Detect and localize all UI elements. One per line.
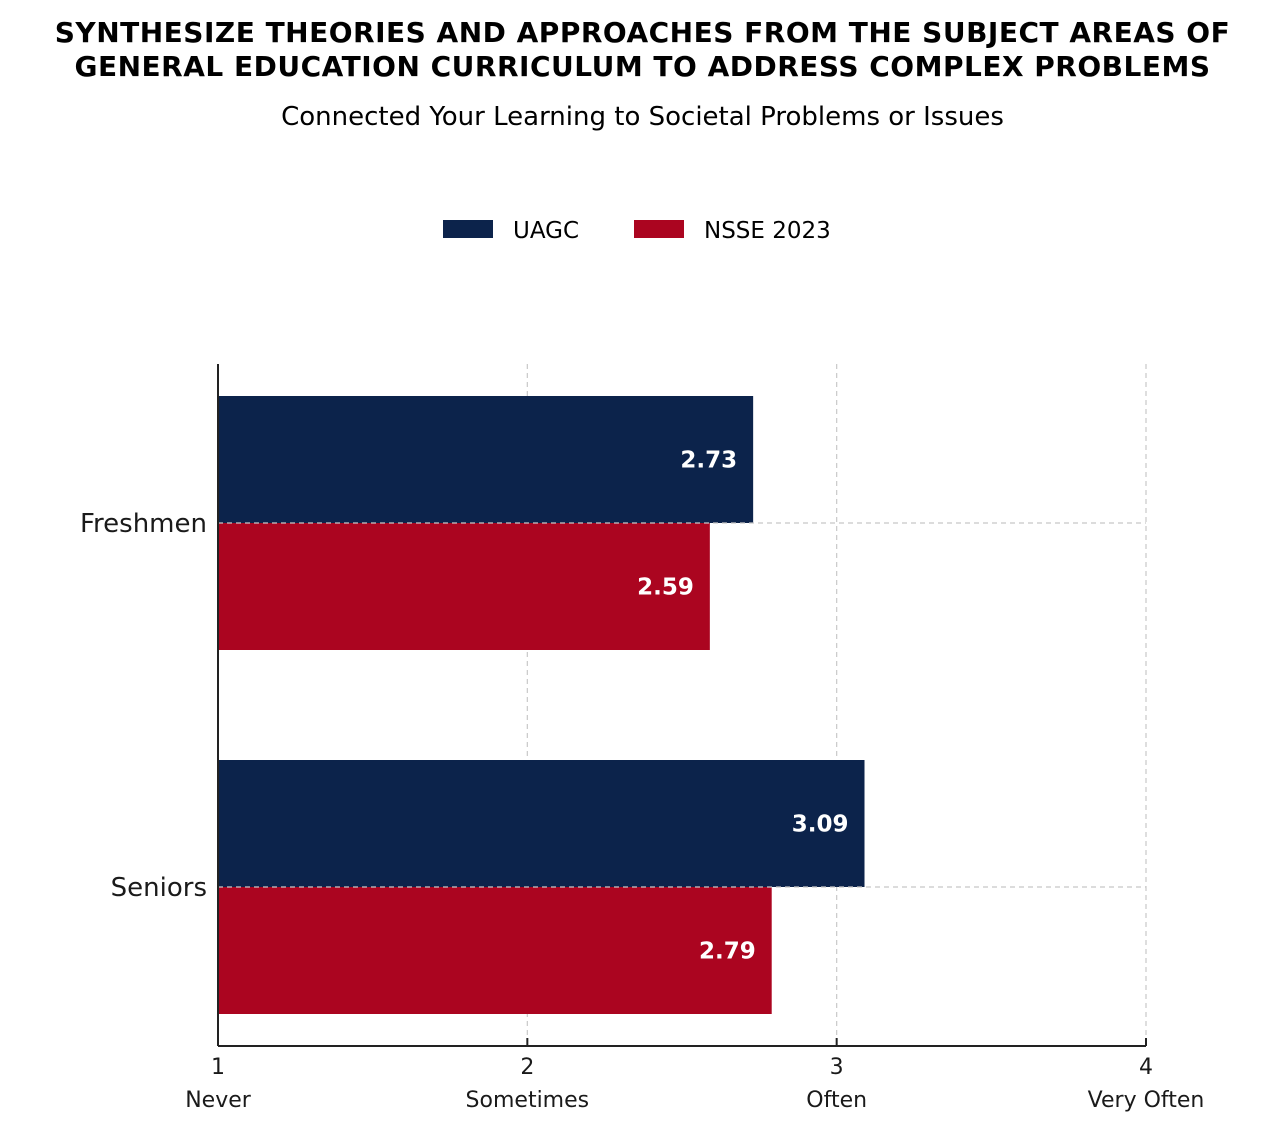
x-tick-number-2: 2 [520,1055,534,1080]
bar-seniors-uagc [218,760,865,887]
x-tick-number-1: 1 [211,1055,225,1080]
x-tick-label-4: Very Often [1088,1088,1205,1113]
x-tick-label-1: Never [185,1088,252,1113]
value-label-seniors-uagc: 3.09 [792,812,849,838]
x-tick-label-2: Sometimes [466,1088,590,1113]
bar-freshmen-uagc [218,396,754,523]
x-tick-number-4: 4 [1139,1055,1153,1080]
bars: 2.73 2.59 3.09 2.79 [218,396,1146,1014]
legend-swatch-uagc [443,220,493,238]
value-label-freshmen-uagc: 2.73 [680,448,737,474]
value-label-freshmen-nsse-2023: 2.59 [637,575,694,601]
value-label-seniors-nsse-2023: 2.79 [699,939,756,965]
category-label-freshmen: Freshmen [80,509,207,539]
category-label-seniors: Seniors [111,873,207,903]
chart-title-line-1: SYNTHESIZE THEORIES AND APPROACHES FROM … [54,16,1231,49]
chart-subtitle: Connected Your Learning to Societal Prob… [281,102,1004,132]
legend: UAGC NSSE 2023 [443,218,831,244]
legend-swatch-nsse-2023 [634,220,684,238]
chart-title: SYNTHESIZE THEORIES AND APPROACHES FROM … [0,16,1285,84]
legend-label-uagc: UAGC [513,218,579,244]
x-tick-label-3: Often [806,1088,867,1113]
bar-seniors-nsse-2023 [218,887,772,1014]
legend-label-nsse-2023: NSSE 2023 [704,218,831,244]
bar-freshmen-nsse-2023 [218,523,710,650]
chart-title-line-2: GENERAL EDUCATION CURRICULUM TO ADDRESS … [74,50,1211,83]
axes: 1 Never 2 Sometimes 3 Often 4 Very Often Freshme… [80,364,1204,1113]
x-tick-number-3: 3 [830,1055,844,1080]
